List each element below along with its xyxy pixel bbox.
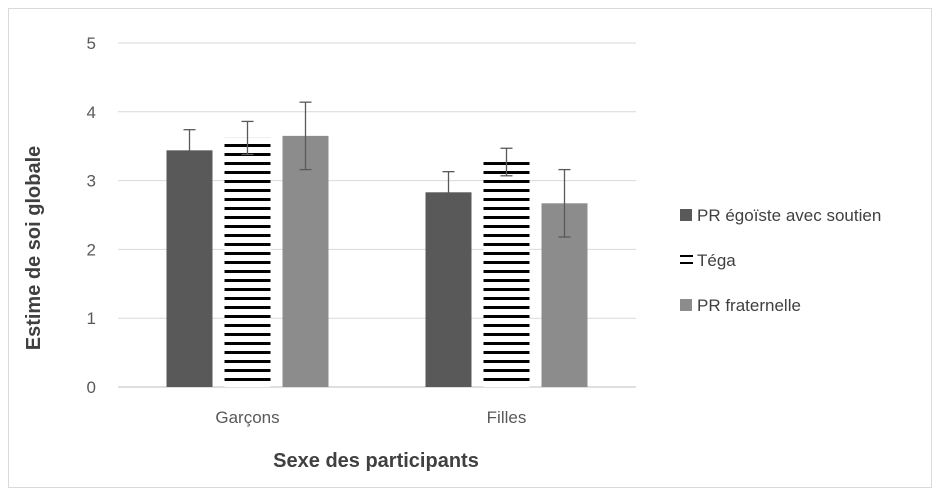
y-tick-label: 1 xyxy=(87,309,96,328)
bar xyxy=(166,150,213,387)
y-tick-label: 3 xyxy=(87,172,96,191)
x-tick-label: Garçons xyxy=(215,408,279,427)
x-axis-title: Sexe des participants xyxy=(273,450,479,472)
y-tick-label: 2 xyxy=(87,240,96,259)
legend: PR égoïste avec soutien Téga PR fraternell… xyxy=(680,206,881,315)
y-tick-label: 4 xyxy=(87,103,96,122)
y-axis-title: Estime de soi globale xyxy=(23,146,45,351)
legend-label: PR égoïste avec soutien xyxy=(697,206,881,225)
y-tick-label: 0 xyxy=(87,378,96,397)
y-tick-label: 5 xyxy=(87,34,96,53)
bar xyxy=(483,162,530,387)
legend-swatch xyxy=(680,209,692,221)
legend-label: Téga xyxy=(697,251,736,270)
bar xyxy=(224,137,271,387)
bar xyxy=(282,135,329,387)
bar xyxy=(425,192,472,387)
legend-label: PR fraternelle xyxy=(697,296,801,315)
x-tick-label: Filles xyxy=(487,408,527,427)
legend-swatch xyxy=(680,299,692,311)
